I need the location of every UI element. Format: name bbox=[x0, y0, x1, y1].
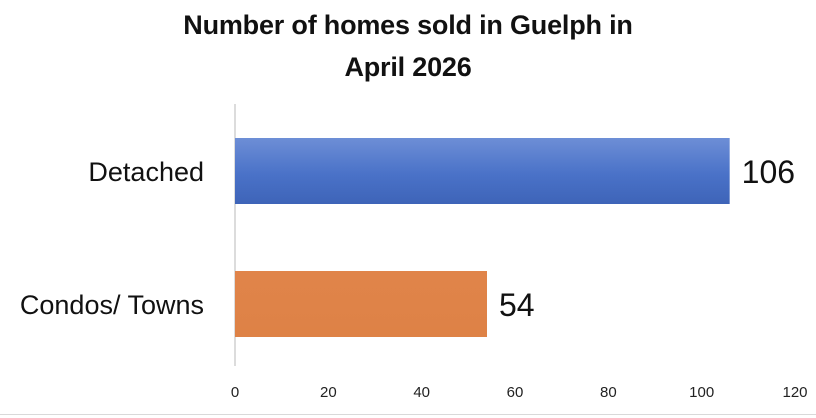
bar-1 bbox=[235, 271, 487, 337]
x-tick-label-6: 120 bbox=[782, 384, 807, 401]
data-label-1: 54 bbox=[499, 287, 535, 323]
x-tick-label-4: 80 bbox=[600, 384, 617, 401]
category-label-0: Detached bbox=[88, 157, 204, 187]
x-tick-label-2: 40 bbox=[413, 384, 430, 401]
data-label-0: 106 bbox=[742, 154, 795, 190]
bottom-divider bbox=[0, 414, 816, 415]
bar-0 bbox=[235, 138, 730, 204]
chart-title: Number of homes sold in Guelph in April … bbox=[108, 4, 708, 88]
x-tick-label-3: 60 bbox=[507, 384, 524, 401]
chart-title-line-2: April 2026 bbox=[344, 52, 472, 82]
x-tick-label-1: 20 bbox=[320, 384, 337, 401]
chart-title-line-1: Number of homes sold in Guelph in bbox=[183, 10, 633, 40]
category-label-1: Condos/ Towns bbox=[20, 290, 204, 320]
x-tick-label-0: 0 bbox=[231, 384, 239, 401]
x-tick-label-5: 100 bbox=[689, 384, 714, 401]
